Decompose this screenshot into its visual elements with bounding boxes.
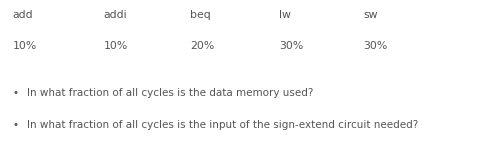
Text: lw: lw [279, 10, 291, 20]
Text: add: add [12, 10, 33, 20]
Text: 20%: 20% [190, 41, 214, 51]
Text: 10%: 10% [12, 41, 37, 51]
Text: •: • [12, 120, 18, 130]
Text: addi: addi [104, 10, 127, 20]
Text: sw: sw [363, 10, 377, 20]
Text: In what fraction of all cycles is the input of the sign-extend circuit needed?: In what fraction of all cycles is the in… [27, 120, 418, 130]
Text: 30%: 30% [279, 41, 303, 51]
Text: In what fraction of all cycles is the data memory used?: In what fraction of all cycles is the da… [27, 88, 314, 98]
Text: 30%: 30% [363, 41, 387, 51]
Text: •: • [12, 88, 18, 98]
Text: beq: beq [190, 10, 211, 20]
Text: 10%: 10% [104, 41, 128, 51]
